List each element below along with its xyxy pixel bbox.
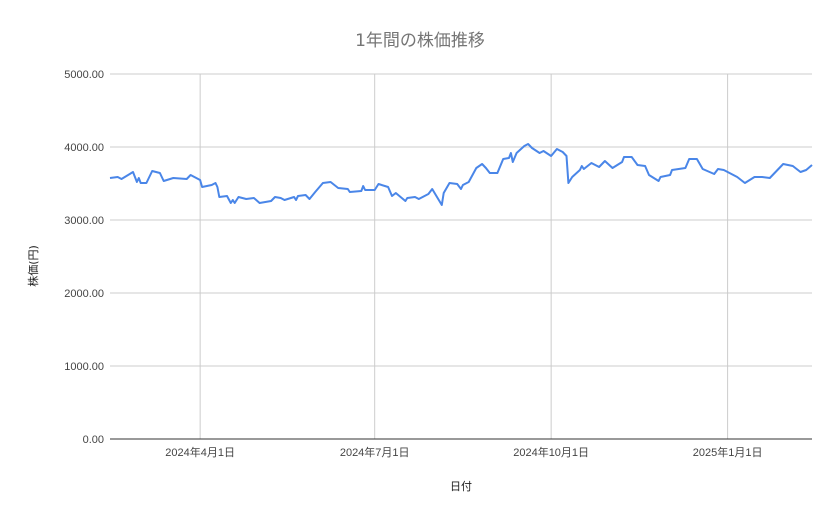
x-axis-label: 日付 [450, 480, 472, 493]
y-axis-ticks: 0.00 1000.00 2000.00 3000.00 4000.00 5000.00 [64, 69, 104, 446]
x-tick-label: 2024年10月1日 [513, 445, 589, 459]
y-tick-label: 4000.00 [64, 142, 104, 154]
gridlines [110, 73, 812, 439]
x-tick-label: 2024年7月1日 [340, 445, 410, 459]
series-line [109, 143, 813, 206]
x-axis-ticks: 2024年4月1日 2024年7月1日 2024年10月1日 2025年1月1日 [165, 445, 762, 459]
y-tick-label: 2000.00 [64, 288, 104, 300]
y-axis-label: 株価(円) [26, 245, 40, 287]
y-tick-label: 0.00 [83, 434, 104, 446]
y-tick-label: 5000.00 [64, 69, 104, 81]
chart-title: 1年間の株価推移 [355, 31, 485, 51]
y-tick-label: 3000.00 [64, 215, 104, 227]
y-tick-label: 1000.00 [64, 361, 104, 373]
x-tick-label: 2025年1月1日 [693, 445, 763, 459]
x-tick-label: 2024年4月1日 [165, 445, 235, 459]
